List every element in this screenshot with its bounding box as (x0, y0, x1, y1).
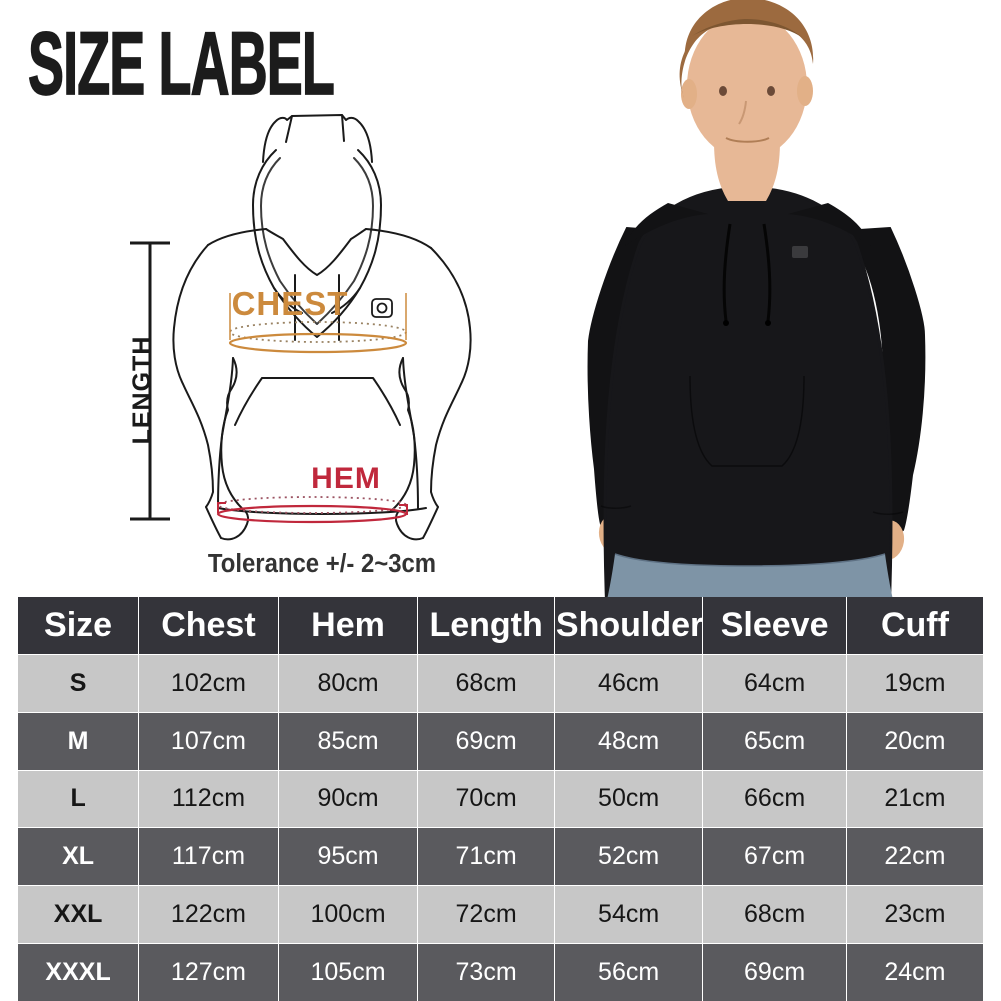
svg-text:HEM: HEM (311, 462, 381, 495)
svg-text:CHEST: CHEST (232, 285, 349, 322)
svg-text:Tolerance +/- 2~3cm: Tolerance +/- 2~3cm (208, 549, 436, 578)
svg-text:LENGTH: LENGTH (128, 336, 156, 445)
